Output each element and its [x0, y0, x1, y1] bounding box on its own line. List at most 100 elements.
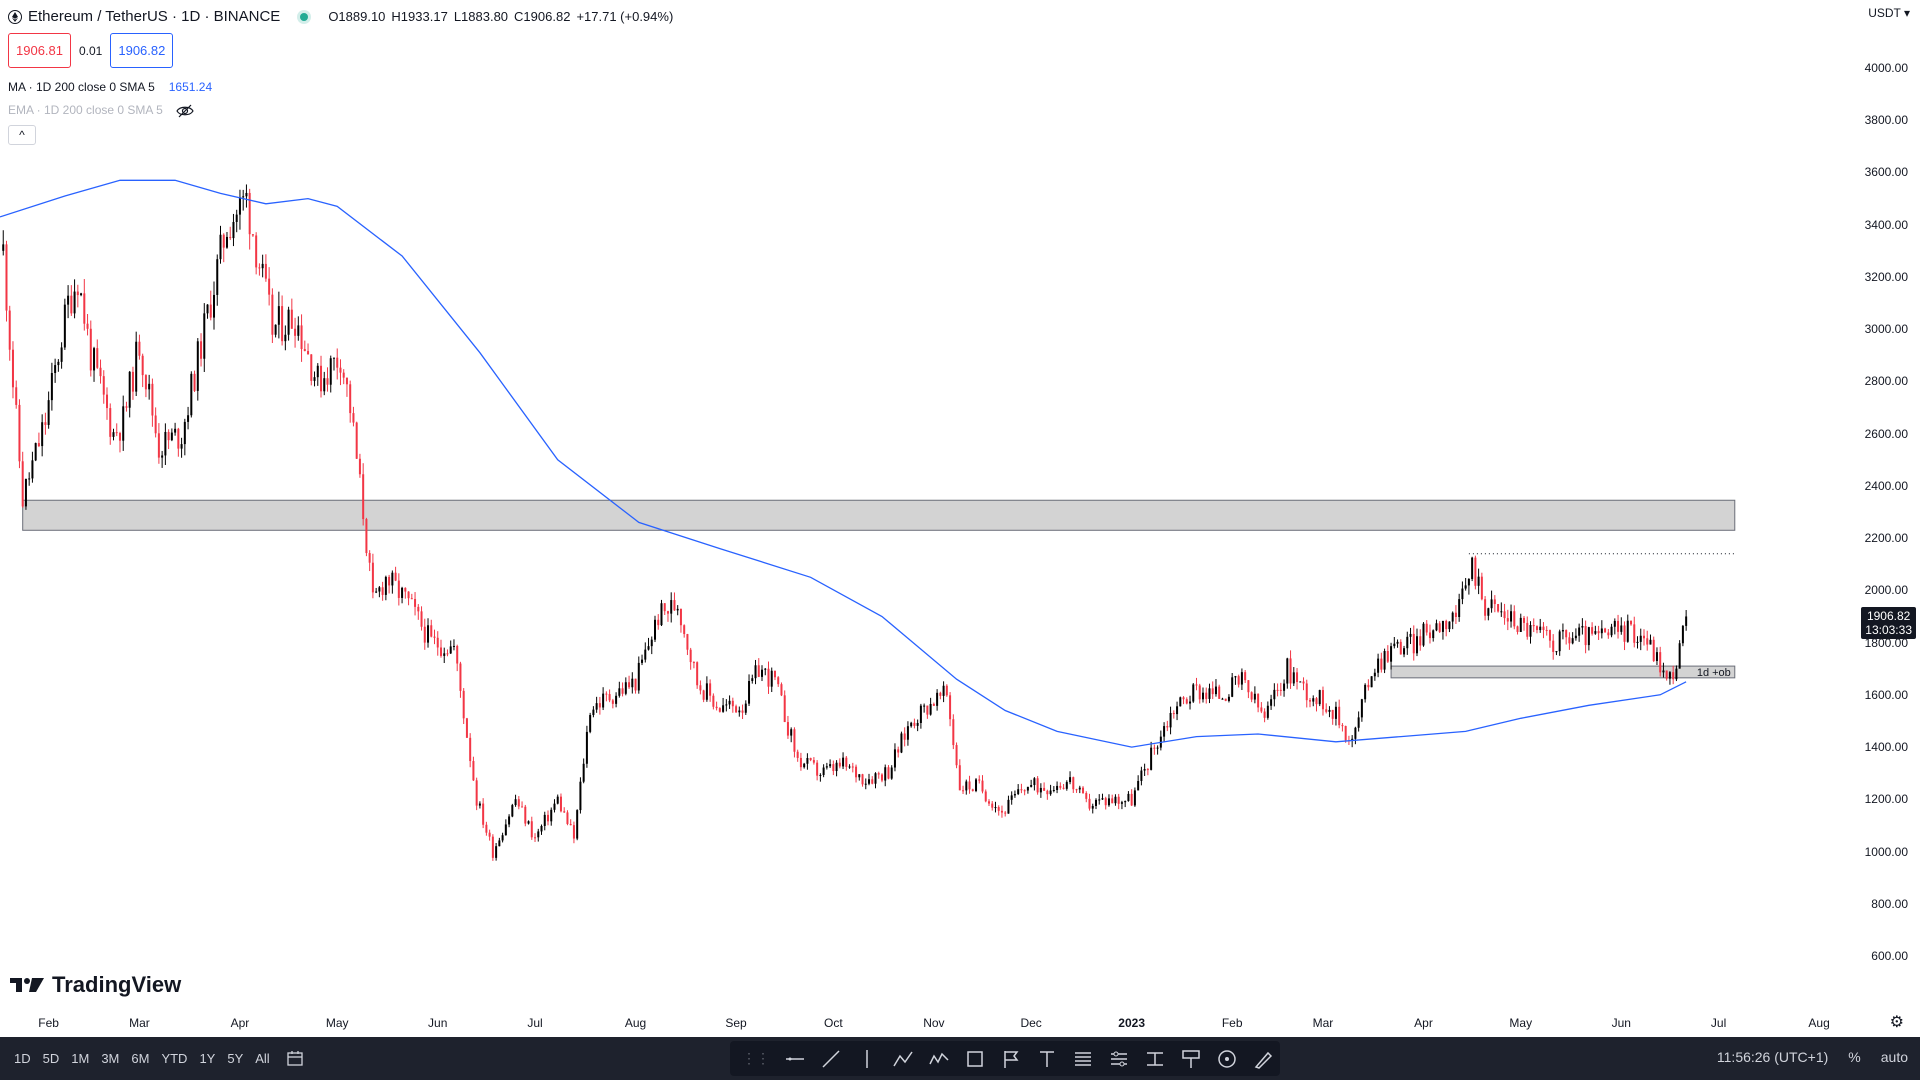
- candle-body: [770, 670, 773, 687]
- candle-body: [780, 684, 783, 696]
- time-axis-label: Dec: [1020, 1016, 1042, 1030]
- candle-body: [1052, 790, 1055, 792]
- range-button-5y[interactable]: 5Y: [227, 1051, 244, 1066]
- ma-indicator-label[interactable]: MA · 1D 200 close 0 SMA 5: [8, 80, 155, 94]
- flag-tool-icon[interactable]: [1000, 1047, 1022, 1071]
- symbol-header[interactable]: Ethereum / TetherUS · 1D · BINANCE O1889…: [8, 8, 673, 25]
- candle-body: [209, 304, 212, 318]
- chart-area[interactable]: 1d +ob: [0, 0, 1858, 1010]
- candle-body: [1406, 636, 1409, 649]
- eye-off-icon[interactable]: [176, 104, 194, 118]
- candle-body: [1299, 681, 1302, 683]
- candle-body: [401, 587, 404, 598]
- path-tool-icon[interactable]: [892, 1047, 914, 1071]
- candle-body: [1166, 726, 1169, 728]
- vertical-line-tool-icon[interactable]: [856, 1047, 878, 1071]
- tradingview-logo[interactable]: TradingView: [10, 972, 181, 998]
- range-button-all[interactable]: All: [255, 1051, 270, 1066]
- candle-body: [297, 325, 300, 336]
- candle-body: [1558, 631, 1561, 652]
- brush-tool-icon[interactable]: [1180, 1047, 1202, 1071]
- candle-body: [388, 576, 391, 586]
- candle-body: [981, 780, 984, 792]
- candle-body: [24, 478, 27, 507]
- candle-body: [644, 649, 647, 660]
- candle-body: [1321, 690, 1324, 710]
- candle-body: [1101, 798, 1104, 800]
- candle-body: [1000, 810, 1003, 813]
- candle-body: [170, 432, 173, 441]
- candle-body: [410, 598, 413, 600]
- candle-body: [1610, 626, 1613, 636]
- ma-indicator-legend[interactable]: MA · 1D 200 close 0 SMA 5 1651.24: [8, 80, 212, 94]
- text-tool-icon[interactable]: [1036, 1047, 1058, 1071]
- candle-body: [855, 766, 858, 778]
- candle-body: [1033, 778, 1036, 786]
- pattern-tool-icon[interactable]: [1108, 1047, 1130, 1071]
- candle-body: [138, 341, 141, 356]
- trend-line-tool-icon[interactable]: [820, 1047, 842, 1071]
- price-chart[interactable]: 1d +ob: [0, 0, 1858, 1010]
- candle-body: [1464, 585, 1467, 589]
- symbol-title[interactable]: Ethereum / TetherUS · 1D · BINANCE: [28, 8, 281, 25]
- candle-body: [235, 214, 238, 222]
- range-button-5d[interactable]: 5D: [42, 1051, 60, 1066]
- candle-body: [193, 373, 196, 391]
- range-button-ytd[interactable]: YTD: [161, 1051, 188, 1066]
- collapse-legend-button[interactable]: ^: [8, 125, 36, 145]
- candle-body: [1104, 798, 1107, 806]
- rectangle-tool-icon[interactable]: [964, 1047, 986, 1071]
- candle-body: [151, 383, 154, 416]
- candle-body: [281, 306, 284, 342]
- candle-body: [420, 611, 423, 627]
- candle-body: [1017, 789, 1020, 795]
- gear-icon[interactable]: ⚙: [1889, 1014, 1904, 1031]
- candle-body: [89, 328, 92, 371]
- ema-indicator-label[interactable]: EMA · 1D 200 close 0 SMA 5: [8, 103, 163, 117]
- candle-body: [1662, 670, 1665, 673]
- candle-body: [1292, 672, 1295, 684]
- candle-body: [157, 433, 160, 458]
- range-button-1y[interactable]: 1Y: [199, 1051, 216, 1066]
- percent-scale-toggle[interactable]: %: [1848, 1049, 1861, 1065]
- candle-body: [482, 803, 485, 825]
- candle-body: [1227, 696, 1230, 701]
- drag-handle-icon[interactable]: ⋮⋮: [742, 1050, 770, 1066]
- fib-tool-icon[interactable]: [1072, 1047, 1094, 1071]
- horizontal-line-tool-icon[interactable]: [784, 1047, 806, 1071]
- measure-tool-icon[interactable]: [1144, 1047, 1166, 1071]
- candle-body: [524, 806, 527, 824]
- price-axis[interactable]: USDT ▾ 4000.00 3800.00 3600.00 3400.00 3200.…: [1858, 0, 1920, 1010]
- candle-body: [67, 295, 70, 305]
- sell-button[interactable]: 1906.81: [8, 33, 71, 68]
- range-button-1m[interactable]: 1M: [71, 1051, 90, 1066]
- candle-body: [1474, 557, 1477, 586]
- candle-body: [60, 347, 63, 362]
- range-button-6m[interactable]: 6M: [131, 1051, 150, 1066]
- candle-body: [1584, 626, 1587, 646]
- candle-body: [1195, 684, 1198, 686]
- ohlc-close: C1906.82: [514, 9, 571, 24]
- candle-body: [1182, 697, 1185, 700]
- candle-body: [206, 304, 209, 314]
- highlighter-tool-icon[interactable]: [1252, 1047, 1274, 1071]
- zigzag-tool-icon[interactable]: [928, 1047, 950, 1071]
- auto-scale-toggle[interactable]: auto: [1880, 1049, 1908, 1065]
- calendar-range-icon[interactable]: [286, 1050, 304, 1068]
- ema-indicator-legend[interactable]: EMA · 1D 200 close 0 SMA 5: [8, 103, 194, 118]
- candle-body: [534, 837, 537, 839]
- candle-body: [1377, 658, 1380, 673]
- candle-body: [929, 703, 932, 715]
- candle-body: [1672, 672, 1675, 680]
- currency-selector[interactable]: USDT ▾: [1868, 6, 1910, 20]
- range-button-3m[interactable]: 3M: [101, 1051, 120, 1066]
- timezone-clock[interactable]: 11:56:26 (UTC+1): [1716, 1049, 1829, 1065]
- candle-body: [835, 762, 838, 772]
- buy-button[interactable]: 1906.82: [110, 33, 174, 68]
- range-button-1d[interactable]: 1D: [14, 1051, 31, 1066]
- candle-body: [1056, 785, 1059, 791]
- candle-body: [744, 703, 747, 713]
- candle-body: [1539, 626, 1542, 631]
- target-tool-icon[interactable]: [1216, 1047, 1238, 1071]
- candle-body: [955, 745, 958, 766]
